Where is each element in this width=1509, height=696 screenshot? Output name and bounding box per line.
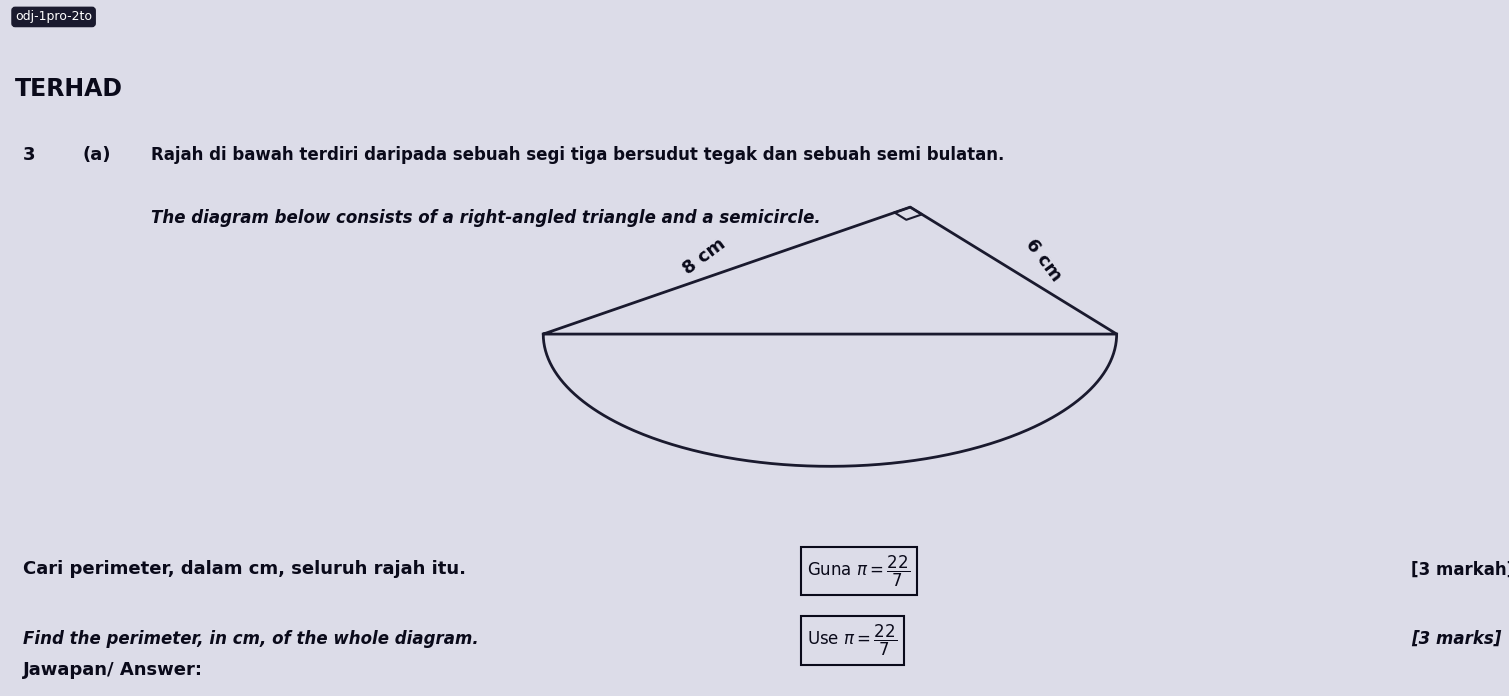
Text: TERHAD: TERHAD [15,77,124,100]
Text: $\mathrm{Guna}\ \pi = \dfrac{22}{7}$: $\mathrm{Guna}\ \pi = \dfrac{22}{7}$ [807,553,910,589]
Text: Cari perimeter, dalam cm, seluruh rajah itu.: Cari perimeter, dalam cm, seluruh rajah … [23,560,466,578]
Text: (a): (a) [83,146,112,164]
Text: The diagram below consists of a right-angled triangle and a semicircle.: The diagram below consists of a right-an… [151,209,821,227]
Text: 8 cm: 8 cm [679,235,729,278]
Text: Jawapan/ Answer:: Jawapan/ Answer: [23,661,202,679]
Text: $\mathrm{Use}\ \pi = \dfrac{22}{7}$: $\mathrm{Use}\ \pi = \dfrac{22}{7}$ [807,623,898,658]
Text: odj-1pro-2to: odj-1pro-2to [15,10,92,24]
Text: Find the perimeter, in cm, of the whole diagram.: Find the perimeter, in cm, of the whole … [23,630,478,648]
Text: [3 markah]: [3 markah] [1411,560,1509,578]
Text: Rajah di bawah terdiri daripada sebuah segi tiga bersudut tegak dan sebuah semi : Rajah di bawah terdiri daripada sebuah s… [151,146,1005,164]
Text: [3 marks]: [3 marks] [1411,630,1501,648]
Text: 3: 3 [23,146,35,164]
Text: 6 cm: 6 cm [1022,235,1065,285]
